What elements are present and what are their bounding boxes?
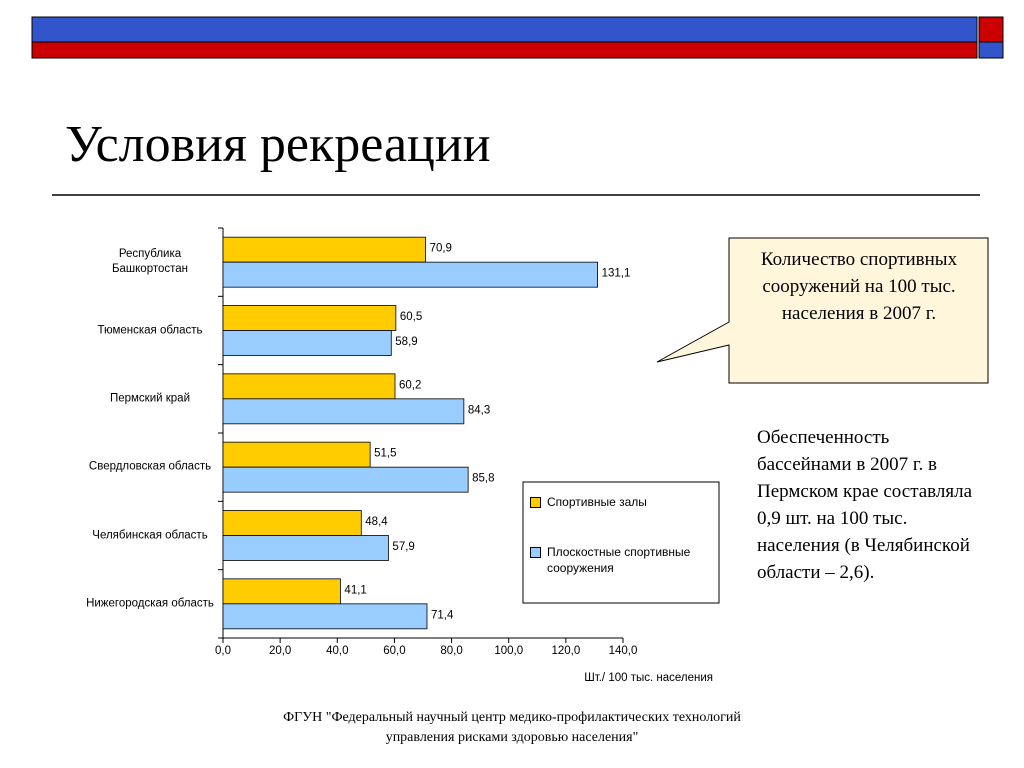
value-label: 57,9 <box>392 541 414 553</box>
bar <box>222 330 392 356</box>
bar <box>222 466 469 493</box>
corner-blue <box>978 41 1004 59</box>
bar <box>222 603 428 630</box>
bar <box>222 261 598 288</box>
value-label: 131,1 <box>602 268 631 280</box>
legend-entry: Плоскостные спортивные сооружения <box>530 544 716 576</box>
legend-box <box>522 481 720 604</box>
value-label: 60,5 <box>400 311 422 323</box>
y-tick-label: Нижегородская область <box>86 597 214 610</box>
value-label: 48,4 <box>365 516 388 528</box>
note: Обеспеченность бассейнами в 2007 г. в Пе… <box>757 427 973 583</box>
y-tick-label: Тюменская область <box>97 324 203 336</box>
bar <box>222 578 341 605</box>
x-tick-label: 100,0 <box>494 645 523 657</box>
bar <box>222 373 396 400</box>
x-tick-label: 80,0 <box>440 645 462 657</box>
bar <box>222 441 371 468</box>
x-axis-label: Шт./ 100 тыс. населения <box>584 672 713 684</box>
value-label: 85,8 <box>472 473 494 485</box>
legend-swatch <box>530 547 541 558</box>
legend: Спортивные залы Плоскостные спортивные со… <box>530 494 716 576</box>
bar <box>222 236 426 263</box>
value-label: 84,3 <box>468 404 490 416</box>
footer-line: ФГУН "Федеральный научный центр медико-п… <box>283 710 741 725</box>
y-tick-label: Пермский край <box>109 392 191 405</box>
x-tick-label: 140,0 <box>609 645 638 657</box>
footer: ФГУН "Федеральный научный центр медико-п… <box>0 708 1024 748</box>
top-bar-red <box>31 41 978 59</box>
callout-text: Количество спортивных сооружений на 100 … <box>760 249 958 324</box>
x-tick-label: 60,0 <box>383 645 405 657</box>
footer-line: управления рисками здоровью населения" <box>385 730 639 745</box>
y-tick-label: Свердловская область <box>88 460 212 473</box>
legend-entry: Спортивные залы <box>530 494 716 510</box>
value-label: 70,9 <box>430 243 452 255</box>
legend-swatch <box>530 497 541 508</box>
bar <box>222 535 389 561</box>
corner-red <box>978 16 1004 43</box>
value-label: 41,1 <box>344 584 366 596</box>
legend-label: Спортивные залы <box>547 495 647 509</box>
value-label: 51,5 <box>374 448 396 460</box>
y-tick-label: Челябинская область <box>92 529 208 541</box>
bar <box>222 510 362 536</box>
legend-label: Плоскостные спортивные сооружения <box>547 545 691 575</box>
value-label: 60,2 <box>399 379 421 391</box>
x-tick-label: 40,0 <box>326 645 348 657</box>
x-tick-label: 20,0 <box>269 645 291 657</box>
x-tick-label: 120,0 <box>551 645 580 657</box>
title: Условия рекреации <box>65 116 491 173</box>
bar <box>222 398 465 425</box>
callout-box <box>656 237 989 384</box>
x-tick-label: 0,0 <box>215 645 231 657</box>
value-label: 71,4 <box>431 609 454 621</box>
value-label: 58,9 <box>395 336 417 348</box>
top-bar-blue <box>31 16 978 43</box>
bar <box>222 305 397 331</box>
y-tick-label: Республика Башкортостан <box>111 248 189 276</box>
